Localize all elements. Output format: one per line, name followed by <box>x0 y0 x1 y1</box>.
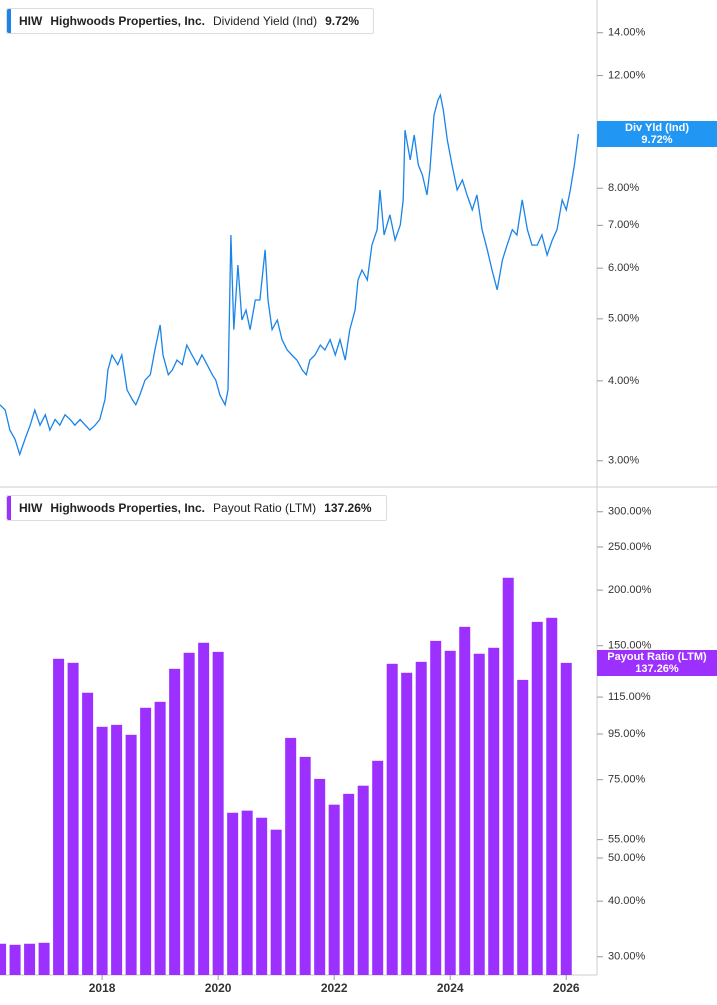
company: Highwoods Properties, Inc. <box>50 14 206 28</box>
bar <box>314 778 326 975</box>
ticker: HIW <box>19 501 43 515</box>
bar <box>96 726 108 975</box>
x-tick-label: 2018 <box>89 981 116 995</box>
y-tick-label: 75.00% <box>608 774 646 786</box>
legend-swatch <box>7 496 11 520</box>
legend-swatch <box>7 9 11 33</box>
legend: HIW Highwoods Properties, Inc. Dividend Yi… <box>6 8 375 34</box>
bar <box>401 672 413 975</box>
bar <box>488 647 500 975</box>
bar <box>459 626 471 975</box>
y-tick-label: 55.00% <box>608 834 646 846</box>
bar <box>154 701 166 975</box>
y-tick-label: 5.00% <box>608 313 639 325</box>
bar <box>299 756 311 975</box>
bar <box>9 944 21 975</box>
bar <box>546 617 558 975</box>
ticker: HIW <box>19 14 43 28</box>
y-tick-label: 50.00% <box>608 852 646 864</box>
bar <box>270 829 282 975</box>
x-tick-label: 2026 <box>553 981 580 995</box>
bar <box>372 760 384 975</box>
bar <box>531 621 543 975</box>
tag-value: 9.72% <box>641 134 673 147</box>
y-tick-label: 4.00% <box>608 375 639 387</box>
x-tick-label: 2020 <box>205 981 232 995</box>
company: Highwoods Properties, Inc. <box>50 501 206 515</box>
y-tick-label: 12.00% <box>608 69 646 81</box>
legend: HIW Highwoods Properties, Inc. Payout Rati… <box>6 495 387 521</box>
y-tick-label: 115.00% <box>608 691 651 703</box>
bar <box>343 793 355 975</box>
bar <box>415 661 427 975</box>
y-tick-label: 250.00% <box>608 541 652 553</box>
bar <box>386 663 398 975</box>
y-tick-label: 30.00% <box>608 951 646 963</box>
bar <box>82 692 94 975</box>
value-tag: Div Yld (Ind) 9.72% <box>597 121 717 148</box>
y-tick-label: 8.00% <box>608 182 639 194</box>
line-series <box>0 92 580 457</box>
bar <box>285 737 297 975</box>
y-tick-label: 300.00% <box>608 506 652 518</box>
series-name: Payout Ratio (LTM) <box>213 501 317 515</box>
bar <box>125 734 137 975</box>
bar <box>24 943 36 975</box>
bar <box>111 724 123 975</box>
bar <box>241 810 253 975</box>
bar <box>169 668 181 975</box>
y-tick-label: 150.00% <box>608 640 652 652</box>
bar <box>140 707 152 975</box>
bar <box>430 640 442 975</box>
tag-name: Payout Ratio (LTM) <box>607 650 707 663</box>
bar <box>183 652 195 975</box>
bar <box>502 577 514 975</box>
y-tick-label: 200.00% <box>608 584 652 596</box>
bar <box>53 658 65 975</box>
bar <box>473 653 485 975</box>
bar <box>357 785 369 975</box>
bar <box>38 942 50 975</box>
bar <box>198 642 210 975</box>
last-value: 9.72% <box>325 14 360 28</box>
bar <box>256 817 268 975</box>
y-tick-label: 40.00% <box>608 895 646 907</box>
x-tick-label: 2022 <box>321 981 348 995</box>
x-tick-label: 2024 <box>437 981 464 995</box>
bar <box>560 662 572 975</box>
bar <box>328 804 340 975</box>
bar <box>444 650 456 975</box>
bar <box>212 651 224 975</box>
y-tick-label: 3.00% <box>608 455 639 467</box>
bar <box>0 943 7 975</box>
y-tick-label: 7.00% <box>608 219 639 231</box>
y-tick-label: 95.00% <box>608 728 646 740</box>
bar <box>227 812 239 975</box>
series-name: Dividend Yield (Ind) <box>213 14 318 28</box>
y-tick-label: 6.00% <box>608 262 639 274</box>
value-tag: Payout Ratio (LTM) 137.26% <box>597 649 717 676</box>
y-tick-label: 14.00% <box>608 27 646 39</box>
tag-name: Div Yld (Ind) <box>625 122 689 135</box>
tag-value: 137.26% <box>635 662 679 675</box>
bar <box>67 662 79 975</box>
last-value: 137.26% <box>324 501 372 515</box>
bar <box>517 679 529 975</box>
